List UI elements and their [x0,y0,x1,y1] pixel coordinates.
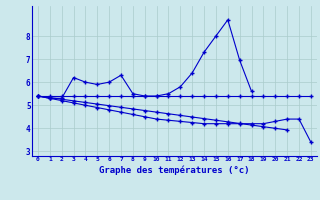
X-axis label: Graphe des températures (°c): Graphe des températures (°c) [99,165,250,175]
